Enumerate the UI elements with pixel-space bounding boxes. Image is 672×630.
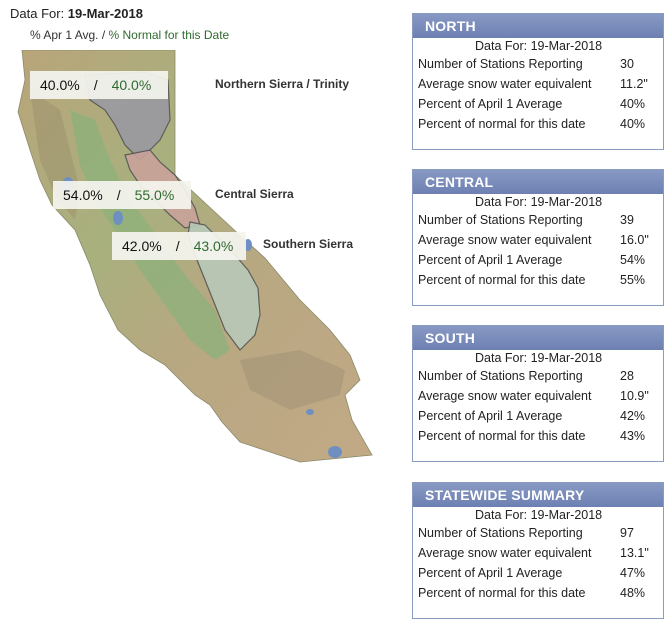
panel-row: Number of Stations Reporting 30 <box>413 54 663 74</box>
central-pct-apr1: 54.0% <box>63 187 103 203</box>
row-value: 43% <box>620 429 646 443</box>
lake <box>244 239 252 251</box>
row-label: Number of Stations Reporting <box>418 526 583 540</box>
south-pct-normal: 43.0% <box>193 238 234 254</box>
panel-south-date: Data For: 19-Mar-2018 <box>475 351 603 365</box>
row-label: Percent of April 1 Average <box>418 566 563 580</box>
row-value: 28 <box>620 369 634 383</box>
row-value: 40% <box>620 117 646 131</box>
row-value: 42% <box>620 409 646 423</box>
panel-row: Number of Stations Reporting 39 <box>413 210 663 230</box>
panel-row: Average snow water equivalent 11.2" <box>413 74 663 94</box>
panel-row: Percent of normal for this date 40% <box>413 114 663 134</box>
panel-central-date: Data For: 19-Mar-2018 <box>475 195 603 209</box>
row-label: Percent of normal for this date <box>418 273 586 287</box>
lake <box>328 446 342 458</box>
panel-statewide: STATEWIDE SUMMARY Data For: 19-Mar-2018 … <box>412 482 664 619</box>
panel-row: Average snow water equivalent 16.0" <box>413 230 663 250</box>
panel-row: Average snow water equivalent 10.9" <box>413 386 663 406</box>
row-label: Percent of normal for this date <box>418 429 586 443</box>
central-pct-normal: 55.0% <box>134 187 175 203</box>
row-value: 48% <box>620 586 646 600</box>
panel-row: Percent of normal for this date 48% <box>413 583 663 603</box>
panel-central: CENTRAL Data For: 19-Mar-2018 Number of … <box>412 169 664 306</box>
row-label: Average snow water equivalent <box>418 233 592 247</box>
panel-row: Percent of normal for this date 43% <box>413 426 663 446</box>
southern-mountains <box>240 350 345 410</box>
panel-north: NORTH Data For: 19-Mar-2018 Number of St… <box>412 13 664 150</box>
north-pct-normal: 40.0% <box>111 77 152 93</box>
panel-central-title: CENTRAL <box>413 170 663 194</box>
south-pct-label: 42.0% / 43.0% <box>112 232 246 260</box>
panel-row: Percent of April 1 Average 42% <box>413 406 663 426</box>
north-pct-label: 40.0% / 40.0% <box>30 71 168 99</box>
row-value: 10.9" <box>620 389 649 403</box>
row-label: Percent of April 1 Average <box>418 409 563 423</box>
panel-row: Percent of April 1 Average 54% <box>413 250 663 270</box>
south-separator: / <box>175 238 180 254</box>
legend-apr1: % Apr 1 Avg. <box>30 28 99 42</box>
row-label: Percent of normal for this date <box>418 117 586 131</box>
panel-row: Number of Stations Reporting 28 <box>413 366 663 386</box>
row-value: 16.0" <box>620 233 649 247</box>
row-label: Percent of April 1 Average <box>418 253 563 267</box>
north-separator: / <box>93 77 98 93</box>
map-legend: % Apr 1 Avg. / % Normal for this Date <box>30 28 229 42</box>
panel-statewide-date: Data For: 19-Mar-2018 <box>475 508 603 522</box>
legend-separator: / <box>98 28 109 42</box>
row-value: 55% <box>620 273 646 287</box>
row-label: Average snow water equivalent <box>418 546 592 560</box>
row-value: 30 <box>620 57 634 71</box>
panel-south: SOUTH Data For: 19-Mar-2018 Number of St… <box>412 325 664 462</box>
row-value: 40% <box>620 97 646 111</box>
north-region-name: Northern Sierra / Trinity <box>215 77 350 91</box>
south-pct-apr1: 42.0% <box>122 238 162 254</box>
central-region-name: Central Sierra <box>215 187 294 201</box>
panel-north-date: Data For: 19-Mar-2018 <box>475 39 603 53</box>
row-label: Number of Stations Reporting <box>418 213 583 227</box>
central-separator: / <box>116 187 121 203</box>
row-value: 11.2" <box>620 77 648 91</box>
row-label: Number of Stations Reporting <box>418 369 583 383</box>
panel-statewide-title: STATEWIDE SUMMARY <box>413 483 663 507</box>
row-value: 47% <box>620 566 646 580</box>
panel-row: Number of Stations Reporting 97 <box>413 523 663 543</box>
panel-row: Average snow water equivalent 13.1" <box>413 543 663 563</box>
row-value: 39 <box>620 213 634 227</box>
central-pct-label: 54.0% / 55.0% <box>53 181 191 209</box>
row-label: Average snow water equivalent <box>418 77 592 91</box>
row-label: Percent of April 1 Average <box>418 97 563 111</box>
row-label: Average snow water equivalent <box>418 389 592 403</box>
data-for-label: Data For: <box>10 6 68 21</box>
south-region-name: Southern Sierra <box>263 237 354 251</box>
panel-south-title: SOUTH <box>413 326 663 350</box>
data-for-date: 19-Mar-2018 <box>67 6 143 21</box>
lake <box>113 211 123 225</box>
row-label: Percent of normal for this date <box>418 586 586 600</box>
north-pct-apr1: 40.0% <box>40 77 80 93</box>
row-value: 13.1" <box>620 546 649 560</box>
lake <box>306 409 314 415</box>
panel-row: Percent of April 1 Average 40% <box>413 94 663 114</box>
panel-row: Percent of April 1 Average 47% <box>413 563 663 583</box>
row-value: 97 <box>620 526 634 540</box>
legend-normal: % Normal for this Date <box>108 28 230 42</box>
california-snowpack-map <box>17 50 373 463</box>
panel-row: Percent of normal for this date 55% <box>413 270 663 290</box>
row-value: 54% <box>620 253 646 267</box>
panel-north-title: NORTH <box>413 14 663 38</box>
row-label: Number of Stations Reporting <box>418 57 583 71</box>
data-for-header: Data For: 19-Mar-2018 <box>10 6 143 21</box>
